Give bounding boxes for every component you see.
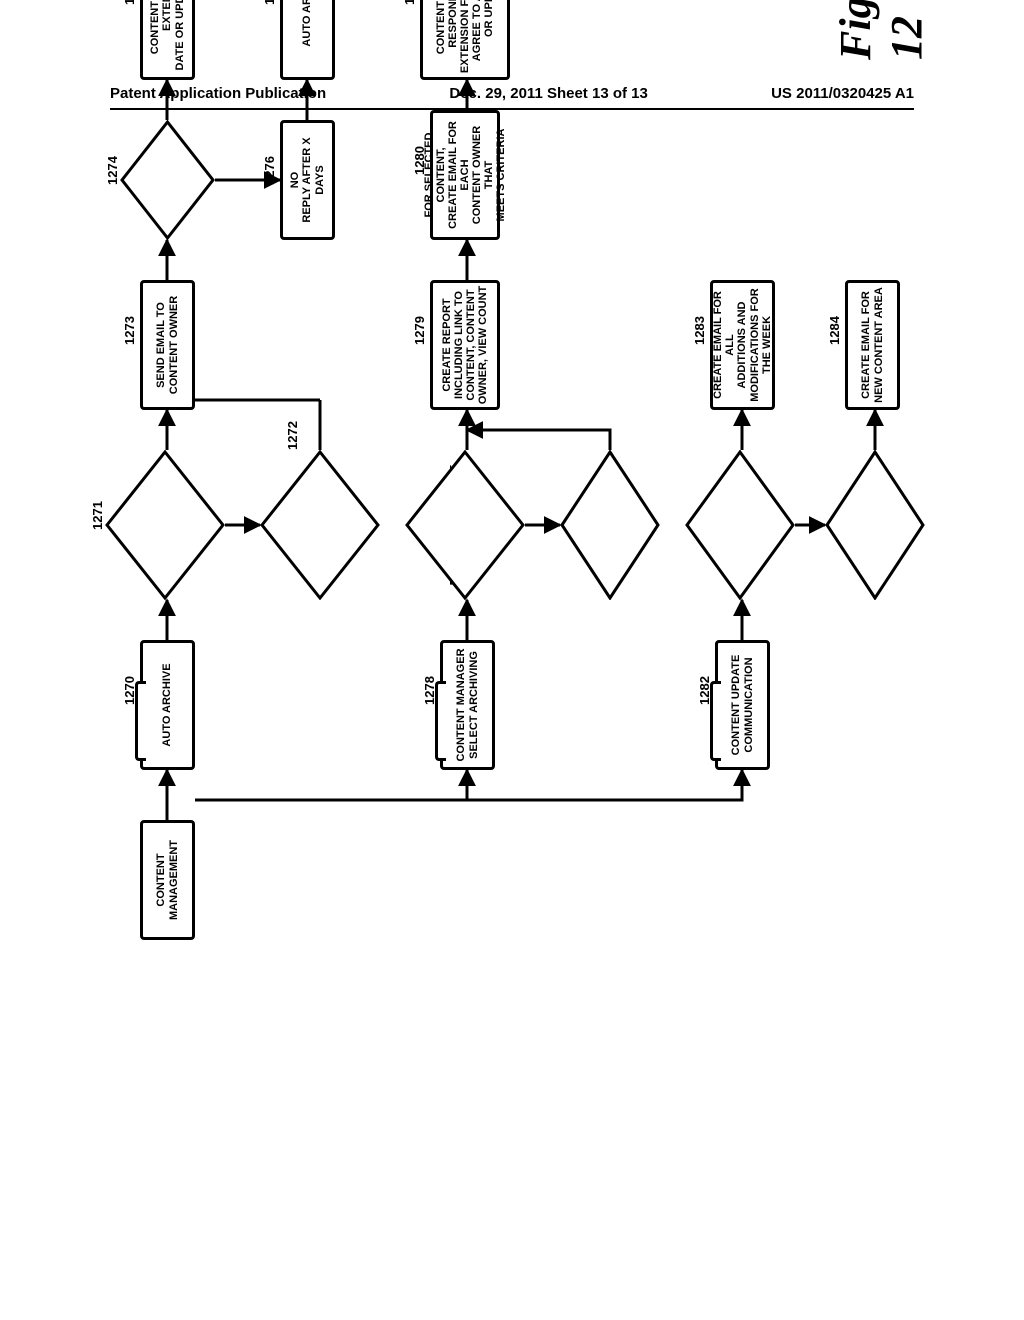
ref-1280: 1280 — [412, 146, 427, 175]
flow-node-n_updatedate: UPDATE DATE > SELECTED DATE — [560, 450, 660, 600]
flow-node-n_noreply: NO REPLY AFTER X DAYS — [280, 120, 335, 240]
flow-node-n_contentmgmt: CONTENT MANAGEMENT — [140, 820, 195, 940]
flow-node-n_emailarea: CREATE EMAIL FOR NEW CONTENT AREA — [845, 280, 900, 410]
ref-1274: 1274 — [105, 156, 120, 185]
flowchart: Fig. 12 CONTENT MANAGEMENTAUTO ARCHIVE12… — [110, 160, 1024, 960]
flow-node-n_autoarch2: AUTO ARCHIVE — [280, 0, 335, 80]
flow-node-n_respond: CONTENT OWNER RESPOND WITH EXTENSION FOR… — [420, 0, 510, 80]
ref-1272: 1272 — [285, 421, 300, 450]
ref-1281: 1281 — [402, 0, 417, 5]
flow-node-n_weekly: WEEKLY CONTENT UPDATE — [685, 450, 795, 600]
flow-node-n_updateview: UPDATE DATE > SELECTED DATE & VIEW COUNT… — [405, 450, 525, 600]
flow-node-n_emailweek: CREATE EMAIL FOR ALL ADDITIONS AND MODIF… — [710, 280, 775, 410]
flow-node-n_areaupdate: CURRENT AREA UPDATE — [825, 450, 925, 600]
flow-node-n_sendemail: SEND EMAIL TO CONTENT OWNER — [140, 280, 195, 410]
flow-node-n_commupdate: CONTENT UPDATE COMMUNICATION — [715, 640, 770, 770]
ref-1273: 1273 — [122, 316, 137, 345]
ref-1278: 1278 — [422, 676, 437, 705]
ref-1276: 1276 — [262, 156, 277, 185]
flow-node-n_autoarch1: AUTO ARCHIVE — [140, 640, 195, 770]
flow-node-n_reply: REPLY — [120, 120, 215, 240]
ref-1284: 1284 — [827, 316, 842, 345]
ref-1283: 1283 — [692, 316, 707, 345]
flow-node-n_expire: CURRENT DATA X DAYS PRIOR TO > EXPIRE DA… — [105, 450, 225, 600]
ref-1279: 1279 — [412, 316, 427, 345]
ref-1277: 1277 — [262, 0, 277, 5]
ref-1270: 1270 — [122, 676, 137, 705]
flow-node-n_extends: CONTENT OWNER EXTENDS DATE OR UPDATES DO… — [140, 0, 195, 80]
ref-1275: 1275 — [122, 0, 137, 5]
ref-1282: 1282 — [697, 676, 712, 705]
ref-1271: 1271 — [90, 501, 105, 530]
flow-node-n_createemail: FOR SELECTED CONTENT, CREATE EMAIL FOR E… — [430, 110, 500, 240]
figure-label: Fig. 12 — [830, 0, 932, 60]
flow-node-n_threshold: THRESHOLD VIEW COUNT LESS THAN X FOR PER… — [260, 450, 380, 600]
flow-node-n_mgrselect: CONTENT MANAGER SELECT ARCHIVING — [440, 640, 495, 770]
flow-node-n_createreport: CREATE REPORT INCLUDING LINK TO CONTENT,… — [430, 280, 500, 410]
